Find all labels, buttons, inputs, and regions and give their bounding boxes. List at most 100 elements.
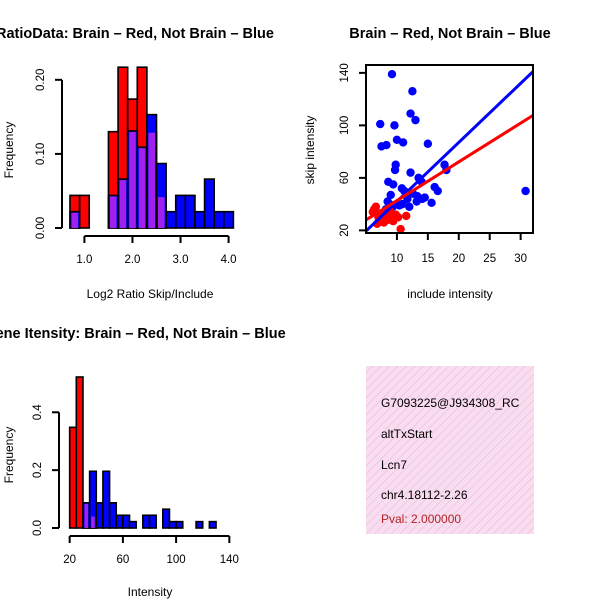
ratio-x-tick-label: 4.0 — [221, 254, 237, 266]
scatter-point-not-brain — [405, 202, 414, 211]
intensity-bar-brain — [75, 376, 84, 529]
intensity-x-tick-label: 140 — [220, 554, 239, 566]
scatter-x-tick-label: 10 — [391, 253, 404, 265]
intensity-y-tick-label: 0.0 — [32, 520, 44, 536]
scatter-y-tick-label: 100 — [339, 116, 351, 135]
intensity-bar-not-brain — [128, 520, 137, 529]
scatter-point-not-brain — [412, 197, 421, 206]
scatter-y-tick-label: 140 — [339, 63, 351, 82]
info-panel: G7093225@J934308_RC altTxStart Lcn7 chr4… — [366, 366, 534, 534]
ratio-y-tick-label: 0.20 — [35, 69, 47, 91]
scatter-ylabel: skip intensity — [303, 116, 317, 185]
intensity-bar-not-brain — [122, 514, 131, 529]
scatter-point-brain — [371, 202, 381, 211]
intensity-bar-not-brain — [108, 502, 118, 529]
ratio-bar-overlap — [119, 180, 127, 228]
info-pval: Pval: 2.000000 — [381, 512, 461, 526]
intensity-histogram-title: Gene Itensity: Brain – Red, Not Brain – … — [0, 326, 286, 342]
scatter-point-not-brain — [427, 198, 436, 208]
scatter-point-not-brain — [387, 69, 397, 79]
scatter-frame — [365, 64, 534, 234]
ratio-bar-brain — [78, 194, 91, 229]
ratio-bar-overlap — [158, 197, 165, 228]
scatter-point-brain — [402, 211, 411, 221]
intensity-y-tick-label: 0.4 — [32, 404, 44, 421]
scatter-point-not-brain — [420, 193, 429, 202]
scatter-panel: Brain – Red, Not Brain – Blue 10 15 20 25 30… — [303, 26, 551, 301]
ratio-histogram-panel: RatioData: Brain – Red, Not Brain – Blue… — [0, 26, 274, 301]
intensity-histogram-xlabel: Intensity — [128, 585, 173, 599]
intensity-bar-brain — [68, 426, 78, 529]
intensity-x-tick-label: 20 — [63, 554, 76, 566]
scatter-x-tick-label: 30 — [514, 253, 527, 265]
scatter-x-tick-label: 25 — [483, 253, 496, 265]
ratio-histogram-xlabel: Log2 Ratio Skip/Include — [87, 287, 214, 301]
ratio-histogram-title: RatioData: Brain – Red, Not Brain – Blue — [0, 26, 274, 42]
ratio-bar-overlap — [109, 196, 117, 228]
scatter-fit-line-brain — [366, 114, 533, 222]
info-box — [366, 366, 534, 534]
scatter-point-not-brain — [406, 109, 415, 118]
scatter-point-not-brain — [390, 165, 400, 175]
intensity-bar-not-brain — [195, 520, 204, 529]
info-location: chr4.18112-2.26 — [381, 488, 468, 502]
scatter-fit-line-not-brain — [366, 70, 533, 233]
info-probe-id: G7093225@J934308_RC — [381, 396, 520, 410]
scatter-y-tick-label: 60 — [339, 171, 351, 184]
ratio-y-tick-label: 0.10 — [35, 143, 47, 165]
scatter-point-brain — [393, 213, 403, 222]
scatter-point-not-brain — [423, 139, 433, 148]
intensity-bar-not-brain — [162, 508, 171, 529]
scatter-point-not-brain — [376, 119, 385, 129]
info-gene-name: Lcn7 — [381, 458, 407, 472]
ratio-histogram-axes: 1.0 2.0 3.0 4.0 0.00 0.10 0.20 — [35, 69, 237, 266]
intensity-bar-not-brain — [168, 520, 177, 529]
ratio-bar-overlap — [148, 132, 156, 228]
scatter-point-not-brain — [433, 186, 442, 196]
ratio-bar-overlap — [138, 148, 146, 228]
intensity-histogram-axes: 20 60 100 140 0.0 0.2 0.4 — [32, 404, 239, 566]
scatter-point-not-brain — [521, 186, 530, 196]
ratio-histogram-bars — [69, 66, 235, 229]
ratio-bar-not-brain — [174, 194, 187, 229]
scatter-point-not-brain — [390, 121, 399, 130]
ratio-bar-not-brain — [203, 178, 215, 229]
intensity-histogram-panel: Gene Itensity: Brain – Red, Not Brain – … — [0, 326, 286, 599]
intensity-bar-overlap — [84, 503, 89, 528]
ratio-histogram-ylabel: Frequency — [2, 122, 16, 179]
scatter-point-not-brain — [408, 87, 417, 96]
ratio-y-tick-label: 0.00 — [35, 217, 47, 239]
ratio-bar-overlap — [71, 212, 79, 228]
scatter-y-tick-label: 20 — [339, 224, 351, 237]
info-event-type: altTxStart — [381, 427, 433, 441]
intensity-histogram-bars — [68, 376, 217, 529]
scatter-plot-area — [366, 69, 533, 233]
intensity-bar-not-brain — [115, 514, 124, 529]
scatter-point-not-brain — [377, 142, 386, 151]
intensity-bar-not-brain — [102, 470, 111, 529]
scatter-point-not-brain — [398, 199, 407, 209]
ratio-bar-not-brain — [194, 210, 206, 229]
intensity-x-tick-label: 60 — [116, 554, 129, 566]
intensity-x-tick-label: 100 — [167, 554, 186, 566]
intensity-bar-not-brain — [95, 502, 104, 529]
ratio-x-tick-label: 3.0 — [173, 254, 189, 266]
scatter-point-not-brain — [389, 180, 398, 189]
scatter-x-tick-label: 20 — [452, 253, 465, 265]
ratio-x-tick-label: 1.0 — [76, 254, 92, 266]
intensity-bar-overlap — [91, 516, 95, 528]
ratio-bar-not-brain — [222, 210, 235, 229]
scatter-point-not-brain — [398, 138, 408, 147]
intensity-bar-not-brain — [208, 520, 217, 529]
intensity-y-tick-label: 0.2 — [32, 462, 44, 478]
scatter-x-tick-label: 15 — [421, 253, 434, 265]
scatter-axes: 10 15 20 25 30 20 60 100 140 — [339, 63, 534, 265]
ratio-x-tick-label: 2.0 — [124, 254, 140, 266]
scatter-point-not-brain — [406, 168, 415, 177]
ratio-bar-not-brain — [184, 194, 196, 229]
ratio-bar-not-brain — [165, 210, 177, 229]
scatter-point-not-brain — [386, 190, 395, 200]
intensity-bar-not-brain — [142, 514, 151, 529]
scatter-title: Brain – Red, Not Brain – Blue — [349, 26, 550, 42]
ratio-bar-overlap — [129, 131, 136, 228]
